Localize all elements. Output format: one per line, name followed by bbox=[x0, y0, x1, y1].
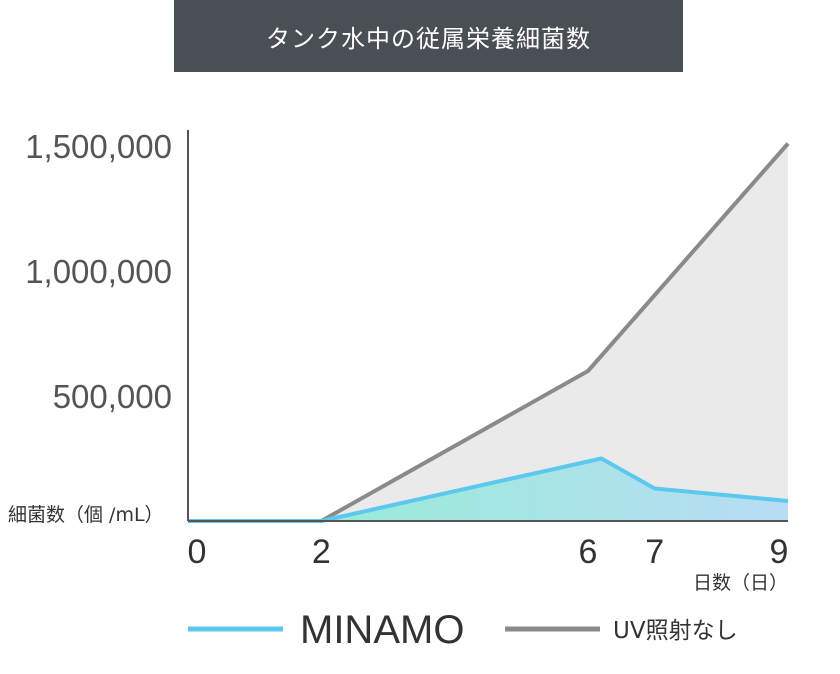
chart-title: タンク水中の従属栄養細菌数 bbox=[174, 0, 683, 72]
x-tick-label: 9 bbox=[770, 533, 789, 571]
x-tick-label: 2 bbox=[312, 533, 331, 571]
area-minamo bbox=[188, 458, 788, 521]
x-tick-label: 6 bbox=[579, 533, 598, 571]
x-tick-label: 0 bbox=[188, 533, 207, 571]
legend-label-minamo: MINAMO bbox=[300, 608, 464, 652]
y-axis-label: 細菌数（個 /mL） bbox=[8, 504, 164, 526]
x-axis-label: 日数（日） bbox=[693, 572, 788, 594]
x-tick-label: 7 bbox=[645, 533, 664, 571]
area-uv-off bbox=[188, 143, 788, 521]
legend-label-uv-off: UV照射なし bbox=[613, 618, 738, 644]
y-tick-label: 1,500,000 bbox=[25, 128, 172, 165]
y-tick-label: 1,000,000 bbox=[25, 253, 172, 290]
y-tick-label: 500,000 bbox=[53, 378, 172, 415]
